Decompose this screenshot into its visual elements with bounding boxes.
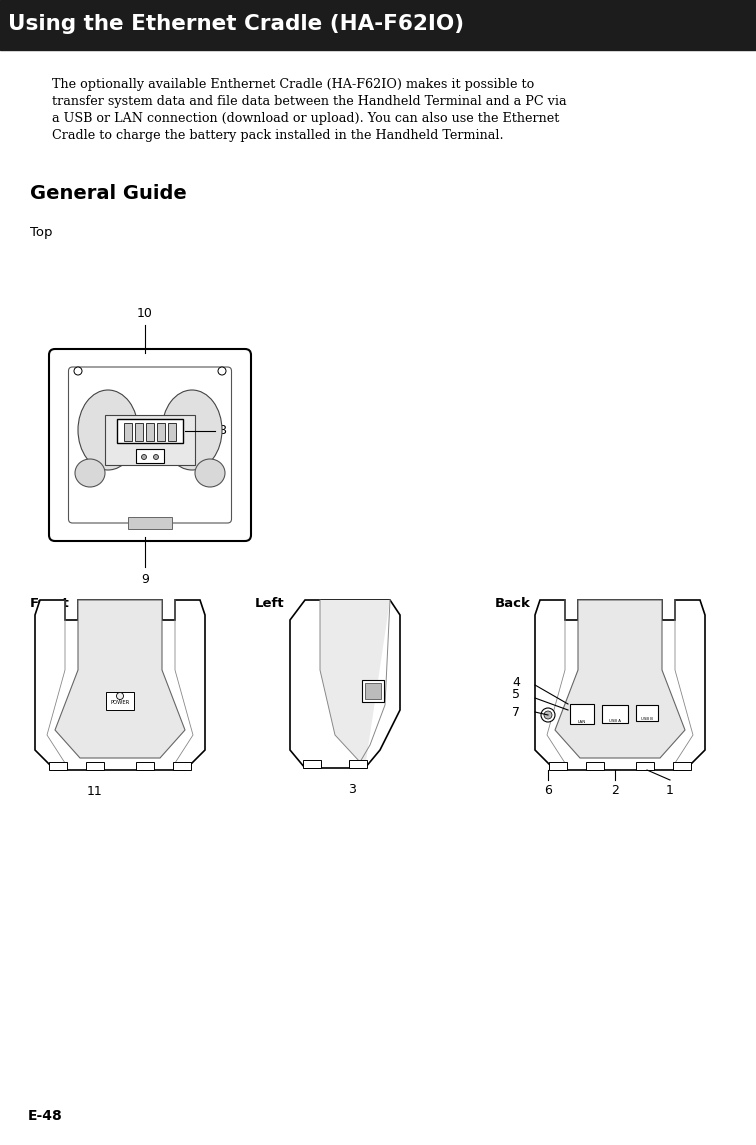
Text: Front: Front [30,597,70,610]
Bar [586,763,604,769]
Text: 6: 6 [544,784,552,797]
Bar [636,763,654,769]
Bar [135,423,143,441]
Text: Back: Back [495,597,531,610]
Text: LAN: LAN [578,720,586,724]
Text: 1: 1 [666,784,674,797]
Text: General Guide: General Guide [30,184,187,203]
Text: The optionally available Enthernet Cradle (HA-F62IO) makes it possible to: The optionally available Enthernet Cradl… [52,78,534,90]
Ellipse shape [75,459,105,487]
Circle shape [218,368,226,376]
Text: Using the Ethernet Cradle (HA-F62IO): Using the Ethernet Cradle (HA-F62IO) [8,14,464,34]
Text: POWER: POWER [110,701,129,705]
Bar [86,763,104,769]
Text: Left: Left [255,597,284,610]
Text: Top: Top [30,226,52,239]
Text: USB A: USB A [609,719,621,722]
Bar [173,763,191,769]
Text: 11: 11 [87,785,103,798]
Bar [602,705,628,722]
Bar [128,518,172,529]
Polygon shape [55,600,185,758]
Text: 3: 3 [348,783,356,796]
Polygon shape [320,600,390,768]
Bar [570,704,594,724]
Text: 9: 9 [141,572,149,586]
Polygon shape [555,600,685,758]
Text: Cradle to charge the battery pack installed in the Handheld Terminal.: Cradle to charge the battery pack instal… [52,129,503,142]
Circle shape [74,368,82,376]
Polygon shape [290,600,400,768]
Bar [362,680,384,702]
Circle shape [541,708,555,722]
Polygon shape [35,600,205,769]
Bar [146,423,154,441]
FancyBboxPatch shape [49,349,251,540]
Bar [349,760,367,768]
Text: 7: 7 [512,705,520,719]
Polygon shape [535,600,705,769]
Circle shape [544,711,552,719]
Ellipse shape [78,390,138,469]
Bar [549,763,567,769]
Bar [0,48,756,50]
Bar [136,449,164,463]
Ellipse shape [162,390,222,469]
Bar [673,763,691,769]
Text: USB B: USB B [641,717,653,721]
Bar [303,760,321,768]
Bar [636,705,658,721]
Ellipse shape [195,459,225,487]
Text: 10: 10 [137,307,153,319]
Bar [168,423,176,441]
Text: 8: 8 [218,425,226,437]
Circle shape [153,455,159,459]
Text: transfer system data and file data between the Handheld Terminal and a PC via: transfer system data and file data betwe… [52,95,567,108]
Bar [105,414,195,465]
Text: 4: 4 [512,676,520,688]
Bar [0,0,756,48]
Text: 5: 5 [512,688,520,702]
Bar [124,423,132,441]
Bar [157,423,165,441]
Text: 2: 2 [611,784,619,797]
Bar [136,763,154,769]
FancyBboxPatch shape [69,368,231,523]
Text: a USB or LAN connection (download or upload). You can also use the Ethernet: a USB or LAN connection (download or upl… [52,112,559,125]
Circle shape [116,693,123,700]
Text: E-48: E-48 [28,1110,63,1123]
Bar [49,763,67,769]
Bar [117,419,183,443]
Circle shape [141,455,147,459]
Bar [365,684,381,698]
Bar [106,692,134,710]
